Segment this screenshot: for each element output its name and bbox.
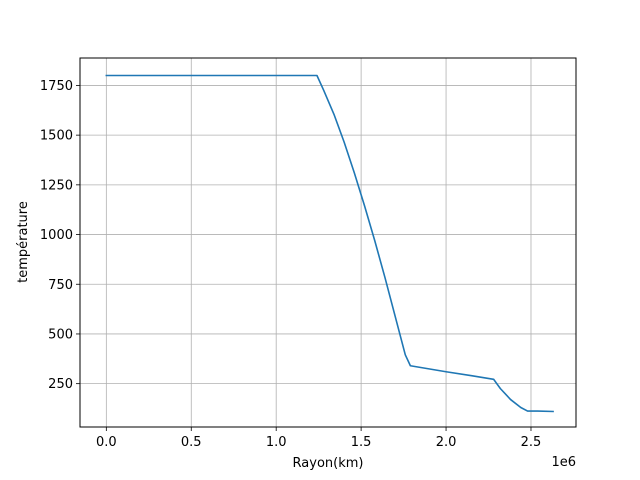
- x-tick-label: 1.5: [351, 435, 372, 450]
- series-layer: [105, 74, 554, 413]
- y-axis-label: température: [16, 201, 31, 283]
- x-axis: 0.0 0.5 1.0 1.5 2.0 2.5: [96, 427, 541, 450]
- y-tick-label: 750: [48, 278, 73, 293]
- plot-frame: [79, 57, 577, 428]
- plot-background: [80, 58, 576, 427]
- y-tick-label: 1750: [40, 79, 73, 94]
- series-line: [105, 74, 554, 413]
- x-axis-offset-label: 1e6: [551, 455, 576, 470]
- x-tick-label: 0.0: [96, 435, 117, 450]
- y-axis: 250 500 750 1000 1250 1500 1750: [40, 79, 80, 392]
- y-tick-label: 1000: [40, 228, 73, 243]
- x-tick-label: 2.0: [436, 435, 457, 450]
- y-tick-label: 500: [48, 327, 73, 342]
- grid-lines: [80, 58, 576, 427]
- y-tick-label: 250: [48, 377, 73, 392]
- x-tick-label: 1.0: [266, 435, 287, 450]
- x-tick-label: 2.5: [521, 435, 542, 450]
- y-tick-label: 1500: [40, 129, 73, 144]
- y-tick-label: 1250: [40, 178, 73, 193]
- x-tick-label: 0.5: [181, 435, 202, 450]
- x-axis-label: Rayon(km): [293, 456, 364, 471]
